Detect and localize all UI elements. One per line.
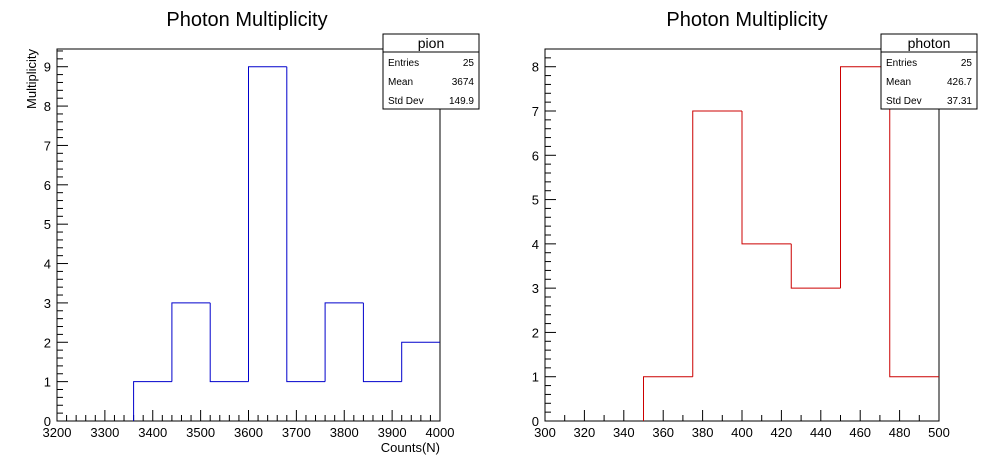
x-tick-label: 440 <box>810 425 832 440</box>
stats-label: Entries <box>388 58 419 69</box>
x-tick-label: 360 <box>652 425 674 440</box>
chart-title: Photon Multiplicity <box>166 9 327 31</box>
y-tick-label: 6 <box>532 148 539 163</box>
y-tick-label: 1 <box>532 370 539 385</box>
histogram-bin-2 <box>692 110 742 377</box>
stats-box-name: photon <box>908 35 951 51</box>
y-tick-label: 7 <box>44 138 51 153</box>
stats-label: Mean <box>886 77 911 88</box>
x-tick-label: 3200 <box>43 425 72 440</box>
y-tick-label: 8 <box>44 99 51 114</box>
histogram-bin-3 <box>741 111 792 245</box>
histogram-bin-8 <box>401 341 440 382</box>
histogram-bin-5 <box>840 66 890 289</box>
x-tick-label: 480 <box>889 425 911 440</box>
stats-value: 37.31 <box>947 96 972 107</box>
y-tick-label: 9 <box>44 60 51 75</box>
x-tick-label: 3900 <box>378 425 407 440</box>
histogram-bin-3 <box>209 302 249 383</box>
x-tick-label: 3600 <box>234 425 263 440</box>
stats-value: 426.7 <box>947 77 972 88</box>
y-tick-label: 5 <box>532 193 539 208</box>
y-tick-label: 3 <box>532 281 539 296</box>
y-tick-label: 2 <box>532 325 539 340</box>
x-tick-label: 3700 <box>282 425 311 440</box>
x-tick-label: 380 <box>692 425 714 440</box>
y-tick-label: 4 <box>532 237 539 252</box>
y-tick-label: 7 <box>532 104 539 119</box>
histogram-bin-4 <box>790 243 841 289</box>
y-tick-label: 6 <box>44 178 51 193</box>
stats-box-frame <box>880 33 978 110</box>
x-tick-label: 340 <box>613 425 635 440</box>
x-tick-label: 460 <box>849 425 871 440</box>
histogram-bin-2 <box>171 302 211 382</box>
histogram-bin-6 <box>324 302 364 382</box>
stats-label: Std Dev <box>388 96 424 107</box>
histogram-bin-6 <box>889 66 939 378</box>
x-tick-label: 3300 <box>90 425 119 440</box>
stats-label: Mean <box>388 77 413 88</box>
y-tick-label: 1 <box>44 375 51 390</box>
stats-box-frame <box>382 33 480 110</box>
y-tick-label: 0 <box>44 414 51 429</box>
x-tick-label: 3500 <box>186 425 215 440</box>
stats-box: photon Entries 25 Mean 426.7 Std Dev 37.31 <box>880 33 978 110</box>
x-tick-label: 320 <box>574 425 596 440</box>
x-tick-label: 420 <box>771 425 793 440</box>
histogram-bin-1 <box>643 376 693 421</box>
histogram-bin-7 <box>362 302 402 383</box>
histogram-bin-5 <box>286 66 326 383</box>
histogram-bin-4 <box>248 66 287 382</box>
x-tick-label: 4000 <box>426 425 455 440</box>
stats-label: Std Dev <box>886 96 922 107</box>
y-tick-label: 8 <box>532 60 539 75</box>
x-tick-label: 3800 <box>330 425 359 440</box>
stats-value: 149.9 <box>449 96 474 107</box>
y-tick-label: 0 <box>532 414 539 429</box>
stats-value: 3674 <box>452 77 475 88</box>
stats-label: Entries <box>886 58 917 69</box>
stats-value: 25 <box>463 58 475 69</box>
chart-panel-1: Photon Multiplicity 3200 3300 3400 3500 3600 3… <box>24 9 480 455</box>
y-axis-title: Multiplicity <box>24 49 39 109</box>
x-tick-label: 300 <box>534 425 556 440</box>
y-tick-label: 2 <box>44 335 51 350</box>
y-tick-label: 4 <box>44 257 51 272</box>
chart-title: Photon Multiplicity <box>666 9 827 31</box>
y-tick-label: 5 <box>44 217 51 232</box>
x-axis-title: Counts(N) <box>381 440 440 455</box>
x-tick-label: 400 <box>731 425 753 440</box>
stats-box: pion Entries 25 Mean 3674 Std Dev 149.9 <box>382 33 480 110</box>
histogram-bin-1 <box>133 381 172 421</box>
x-tick-label: 3400 <box>138 425 167 440</box>
stats-value: 25 <box>961 58 973 69</box>
stats-box-name: pion <box>418 35 444 51</box>
x-tick-label: 500 <box>928 425 950 440</box>
y-tick-label: 3 <box>44 296 51 311</box>
